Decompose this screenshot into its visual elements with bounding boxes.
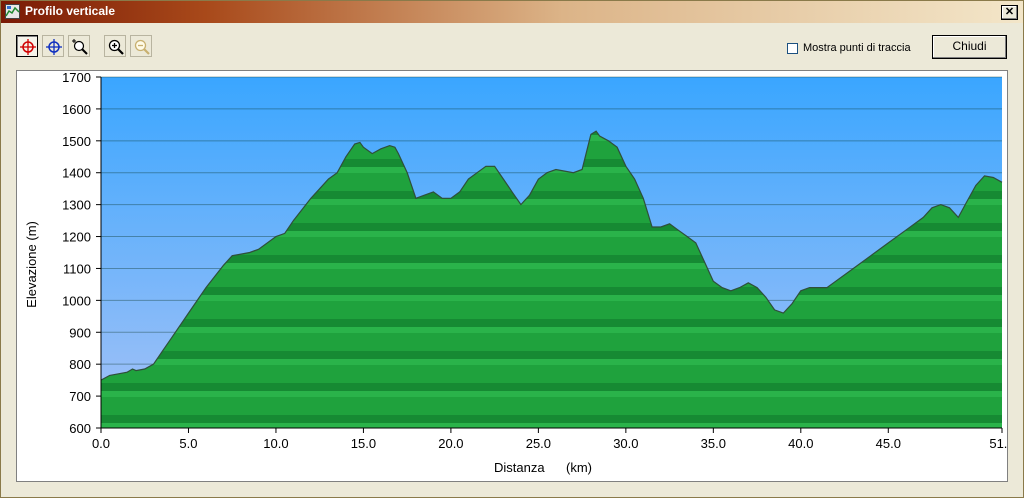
x-tick-label: 25.0 <box>526 436 551 451</box>
x-tick-label: 40.0 <box>788 436 813 451</box>
y-tick-label: 1000 <box>62 293 91 308</box>
y-tick-label: 700 <box>69 389 91 404</box>
close-window-button[interactable]: ✕ <box>1001 5 1018 20</box>
x-tick-label: 20.0 <box>438 436 463 451</box>
y-tick-label: 1500 <box>62 134 91 149</box>
zoom-area-icon <box>72 39 88 55</box>
y-tick-label: 1400 <box>62 166 91 181</box>
x-tick-label: 15.0 <box>351 436 376 451</box>
zoom-area-button[interactable] <box>68 35 90 57</box>
close-button[interactable]: Chiudi <box>932 35 1007 59</box>
zoom-out-button[interactable] <box>130 35 152 57</box>
show-track-points-option[interactable]: Mostra punti di traccia <box>787 41 911 55</box>
terrain-layer <box>100 130 1003 428</box>
x-tick-label: 35.0 <box>701 436 726 451</box>
show-track-points-label: Mostra punti di traccia <box>803 42 911 54</box>
elevation-chart: 0.0 5.0 10.0 15.0 20.0 25.0 30.0 35.0 40.0 45.0 51… <box>16 70 1015 482</box>
y-tick-label: 800 <box>69 357 91 372</box>
terrain-area <box>101 131 1002 428</box>
close-icon: ✕ <box>1004 6 1015 18</box>
app-icon <box>5 4 20 19</box>
y-tick-label: 1700 <box>62 71 91 85</box>
x-tick-label: 45.0 <box>876 436 901 451</box>
y-tick-label: 1200 <box>62 230 91 245</box>
elevation-line <box>100 130 1003 381</box>
y-tick-label: 600 <box>69 421 91 436</box>
y-axis-title: Elevazione (m) <box>24 221 39 308</box>
elevation-profile-plot[interactable]: 0.0 5.0 10.0 15.0 20.0 25.0 30.0 35.0 40.0 45.0 51… <box>17 70 1015 481</box>
zoom-out-icon <box>134 39 150 55</box>
select-point-button[interactable] <box>16 35 38 57</box>
window-title: Profilo verticale <box>25 4 116 18</box>
x-tick-label: 10.0 <box>263 436 288 451</box>
y-axis-ticks: 600 700 800 900 1000 1100 1200 1300 1400 1500 1600… <box>62 70 101 436</box>
y-tick-label: 1600 <box>62 102 91 117</box>
red-crosshair-icon <box>20 39 36 55</box>
x-axis-title: Distanza <box>494 460 545 475</box>
move-tool-button[interactable] <box>42 35 64 57</box>
zoom-in-icon <box>108 39 124 55</box>
x-axis-unit: (km) <box>566 460 592 475</box>
title-bar[interactable]: Profilo verticale ✕ <box>1 1 1023 23</box>
axes <box>100 77 1002 429</box>
x-tick-label: 5.0 <box>179 436 197 451</box>
blue-crosshair-icon <box>46 39 62 55</box>
y-tick-label: 900 <box>69 325 91 340</box>
y-tick-label: 1100 <box>63 261 91 276</box>
show-track-points-checkbox[interactable] <box>787 42 798 54</box>
zoom-in-button[interactable] <box>104 35 126 57</box>
x-axis-ticks: 0.0 5.0 10.0 15.0 20.0 25.0 30.0 35.0 40.0 45.0 51… <box>92 428 1015 451</box>
x-tick-label: 30.0 <box>613 436 638 451</box>
y-tick-label: 1300 <box>62 198 91 213</box>
x-tick-label: 51.5 <box>989 436 1007 451</box>
x-tick-label: 0.0 <box>92 436 110 451</box>
toolbar: Mostra punti di traccia Chiudi <box>1 24 1023 68</box>
